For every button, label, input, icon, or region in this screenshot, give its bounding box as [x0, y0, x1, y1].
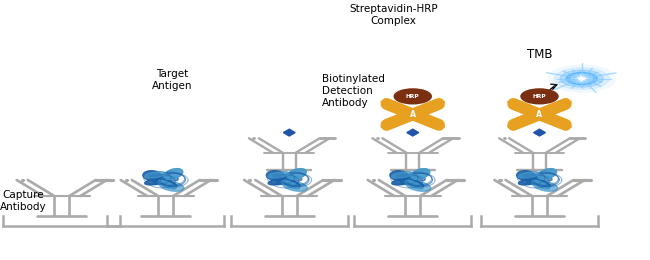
Polygon shape	[430, 121, 445, 127]
Ellipse shape	[268, 179, 285, 185]
Ellipse shape	[285, 180, 300, 188]
Circle shape	[548, 65, 616, 92]
Text: Biotinylated
Detection
Antibody: Biotinylated Detection Antibody	[322, 74, 385, 108]
Ellipse shape	[274, 174, 291, 181]
Polygon shape	[381, 121, 396, 127]
Polygon shape	[381, 102, 396, 108]
Polygon shape	[430, 102, 445, 108]
Ellipse shape	[406, 181, 431, 191]
Ellipse shape	[266, 171, 285, 180]
Text: Capture
Antibody: Capture Antibody	[0, 190, 46, 212]
Ellipse shape	[287, 168, 306, 179]
Ellipse shape	[149, 174, 161, 181]
Circle shape	[554, 68, 609, 89]
Circle shape	[526, 109, 553, 120]
Ellipse shape	[166, 176, 178, 181]
Text: HRP: HRP	[533, 94, 546, 99]
Circle shape	[571, 74, 592, 83]
Ellipse shape	[143, 171, 161, 180]
Ellipse shape	[526, 176, 545, 185]
Ellipse shape	[272, 174, 284, 181]
Polygon shape	[283, 129, 295, 136]
Ellipse shape	[391, 172, 413, 178]
Ellipse shape	[283, 181, 307, 191]
Ellipse shape	[159, 181, 184, 191]
Text: A: A	[410, 110, 416, 119]
Polygon shape	[534, 129, 545, 136]
Ellipse shape	[153, 176, 172, 185]
Ellipse shape	[408, 180, 424, 188]
Ellipse shape	[413, 176, 425, 181]
Ellipse shape	[289, 176, 302, 181]
Ellipse shape	[533, 181, 558, 191]
Circle shape	[394, 89, 432, 104]
Text: Target
Antigen: Target Antigen	[152, 69, 192, 91]
Ellipse shape	[540, 176, 552, 181]
Ellipse shape	[532, 180, 550, 189]
Polygon shape	[407, 129, 419, 136]
Ellipse shape	[517, 171, 535, 180]
Text: Streptavidin-HRP
Complex: Streptavidin-HRP Complex	[349, 4, 437, 26]
Circle shape	[560, 70, 603, 87]
Ellipse shape	[145, 179, 162, 185]
Circle shape	[566, 72, 597, 85]
Ellipse shape	[277, 176, 291, 183]
Ellipse shape	[268, 172, 289, 178]
Ellipse shape	[527, 176, 541, 183]
Ellipse shape	[398, 174, 415, 181]
Polygon shape	[556, 121, 571, 127]
Ellipse shape	[276, 176, 295, 185]
Ellipse shape	[518, 172, 540, 178]
Ellipse shape	[153, 176, 167, 183]
Ellipse shape	[411, 168, 430, 179]
Ellipse shape	[400, 176, 419, 185]
Circle shape	[399, 109, 426, 120]
Ellipse shape	[151, 174, 168, 181]
Ellipse shape	[392, 179, 409, 185]
Ellipse shape	[158, 180, 176, 189]
Ellipse shape	[396, 174, 408, 181]
Circle shape	[521, 89, 558, 104]
Ellipse shape	[538, 168, 556, 179]
Polygon shape	[508, 102, 523, 108]
Text: HRP: HRP	[406, 94, 419, 99]
Ellipse shape	[525, 174, 541, 181]
Ellipse shape	[164, 168, 183, 179]
Ellipse shape	[390, 171, 408, 180]
Ellipse shape	[144, 172, 166, 178]
Text: TMB: TMB	[526, 48, 552, 61]
Ellipse shape	[161, 180, 177, 188]
Ellipse shape	[405, 180, 423, 189]
Ellipse shape	[535, 180, 551, 188]
Ellipse shape	[281, 180, 300, 189]
Polygon shape	[508, 121, 523, 127]
Polygon shape	[556, 102, 571, 108]
Circle shape	[576, 76, 588, 81]
Text: A: A	[536, 110, 543, 119]
Ellipse shape	[523, 174, 534, 181]
Ellipse shape	[400, 176, 414, 183]
Ellipse shape	[519, 179, 536, 185]
